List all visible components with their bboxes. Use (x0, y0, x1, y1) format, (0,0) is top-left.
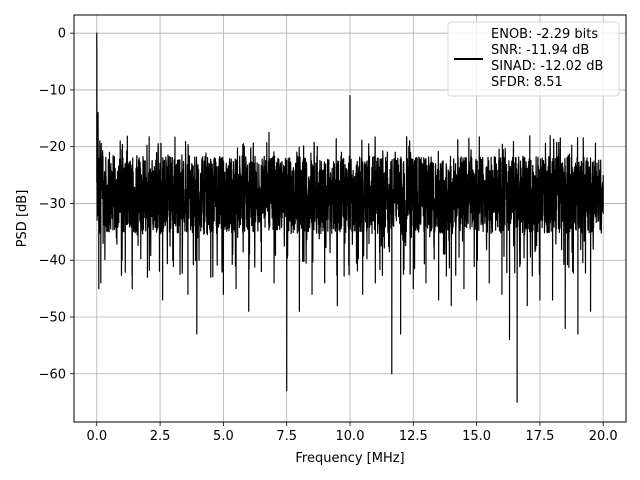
x-tick-label: 7.5 (276, 429, 297, 444)
psd-line (96, 32, 604, 403)
legend: ENOB: -2.29 bits SNR: -11.94 dB SINAD: -12… (447, 21, 620, 97)
legend-entry: SINAD: -12.02 dB (491, 59, 603, 74)
legend-entry: SFDR: 8.51 (491, 75, 563, 90)
psd-trace (96, 32, 604, 403)
legend-label: ENOB: -2.29 bits SNR: -11.94 dB SINAD: -12… (491, 27, 603, 90)
y-tick-label: −10 (39, 83, 66, 98)
y-tick-label: −20 (39, 140, 66, 155)
y-tick-label: −60 (39, 367, 66, 382)
y-tick-label: 0 (58, 27, 66, 42)
y-axis-label: PSD [dB] (15, 190, 30, 248)
x-tick-label: 0.0 (86, 429, 107, 444)
legend-entry: ENOB: -2.29 bits (491, 27, 598, 42)
y-tick-label: −40 (39, 254, 66, 269)
y-tick-label: −50 (39, 310, 66, 325)
x-tick-label: 10.0 (336, 429, 365, 444)
x-tick-label: 5.0 (213, 429, 234, 444)
x-tick-label: 20.0 (589, 429, 618, 444)
x-tick-label: 17.5 (525, 429, 554, 444)
y-axis-ticks: 0 −10 −20 −30 −40 −50 −60 (39, 27, 74, 382)
x-axis-label: Frequency [MHz] (295, 451, 404, 466)
legend-box (447, 21, 620, 97)
x-axis-ticks: 0.0 2.5 5.0 7.5 10.0 12.5 15.0 17.5 20.0 (86, 422, 618, 444)
x-tick-label: 12.5 (399, 429, 428, 444)
y-tick-label: −30 (39, 197, 66, 212)
legend-entry: SNR: -11.94 dB (491, 43, 589, 58)
x-tick-label: 15.0 (462, 429, 491, 444)
x-tick-label: 2.5 (150, 429, 171, 444)
